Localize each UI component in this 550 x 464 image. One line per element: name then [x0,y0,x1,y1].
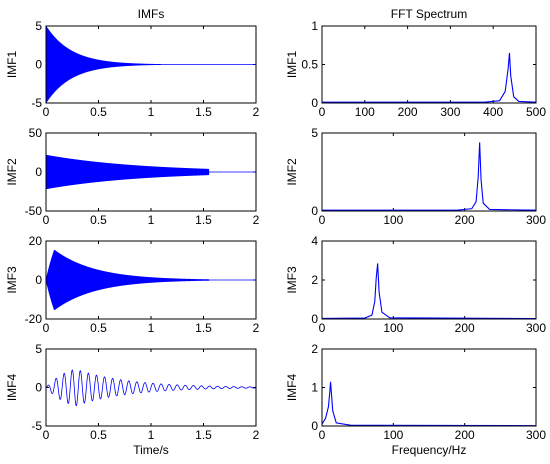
x-tick-label: 2 [253,105,260,119]
y-axis-label: IMF2 [5,158,19,186]
y-tick-label: 2 [311,273,318,287]
y-tick-label: 0 [311,204,318,218]
x-tick-label: 0.5 [90,428,107,442]
x-tick-label: 0 [319,213,326,227]
imf2-spectrum-panel: 0 100 200 300 0 5 IMF2 [285,126,546,227]
y-tick-label: 50 [29,126,43,140]
x-tick-label: 400 [483,105,503,119]
x-tick-label: 200 [455,428,475,442]
y-axis-label: IMF2 [285,158,299,186]
x-tick-label: 1 [148,321,155,335]
x-tick-label: 1.5 [195,321,212,335]
y-tick-label: 0 [35,273,42,287]
y-tick-label: -50 [25,204,43,218]
x-axis-label: Frequency/Hz [392,443,467,457]
y-tick-label: 0 [35,58,42,72]
y-tick-label: 4 [311,234,318,248]
axes-frame [45,132,257,212]
y-axis-label: IMF3 [285,266,299,294]
imf4-spectrum-panel: 0 100 200 300 0 1 2 IMF4 Frequency/Hz [285,342,546,457]
x-tick-label: 0.5 [90,105,107,119]
x-tick-label: 2 [253,213,260,227]
imf1-signal-series-line [45,25,256,103]
y-tick-label: 0 [311,312,318,326]
x-tick-label: 0 [319,321,326,335]
axes-frame [45,348,257,427]
x-tick-label: 0 [43,105,50,119]
x-tick-label: 300 [526,213,546,227]
x-tick-label: 300 [526,428,546,442]
x-tick-label: 200 [398,105,418,119]
x-tick-label: 300 [440,105,460,119]
y-tick-label: 5 [35,342,42,356]
axes-frame [45,240,257,320]
x-tick-label: 1 [148,213,155,227]
y-axis-label: IMF3 [5,266,19,294]
x-tick-label: 0 [319,428,326,442]
x-tick-label: 1.5 [195,105,212,119]
x-tick-label: 200 [455,321,475,335]
x-tick-label: 1 [148,105,155,119]
y-tick-label: 5 [311,126,318,140]
panel-title: FFT Spectrum [391,7,467,21]
y-tick-label: 20 [29,234,43,248]
x-axis-label: Time/s [133,443,169,457]
axes-frame [321,25,537,104]
x-tick-label: 200 [455,213,475,227]
x-tick-label: 0 [43,321,50,335]
imf4-signal-series-line [45,369,257,407]
x-tick-label: 1.5 [195,213,212,227]
panel-title: IMFs [138,7,165,21]
x-tick-label: 0.5 [90,321,107,335]
imf2-spectrum-series-line [322,142,537,211]
x-tick-label: 0 [43,213,50,227]
x-tick-label: 100 [383,428,403,442]
y-tick-label: 0 [35,381,42,395]
x-tick-label: 1 [148,428,155,442]
axes-frame [45,25,257,104]
x-tick-label: 2 [253,428,260,442]
y-tick-label: -5 [31,419,42,433]
x-tick-label: 100 [383,321,403,335]
x-tick-label: 0 [43,428,50,442]
y-tick-label: 1 [311,19,318,33]
y-axis-label: IMF4 [285,374,299,402]
y-axis-label: IMF1 [285,51,299,79]
x-tick-label: 300 [526,321,546,335]
y-tick-label: 0 [311,419,318,433]
y-tick-label: -20 [25,312,43,326]
axes-frame [321,348,537,427]
imf3-signal-series-line [45,249,256,311]
axes-frame [321,240,537,320]
y-axis-label: IMF4 [5,374,19,402]
x-tick-label: 500 [526,105,546,119]
y-tick-label: 5 [35,19,42,33]
y-axis-label: IMF1 [5,51,19,79]
imf2-signal-series-line [45,154,256,190]
axes-frame [321,132,537,212]
y-tick-label: -5 [31,96,42,110]
y-tick-label: 1 [311,381,318,395]
x-tick-label: 0.5 [90,213,107,227]
y-tick-label: 2 [311,342,318,356]
x-tick-label: 2 [253,321,260,335]
x-tick-label: 100 [383,213,403,227]
x-tick-label: 1.5 [195,428,212,442]
y-tick-label: 0 [35,165,42,179]
imf1-spectrum-panel: 0 100 200 300 400 500 0 0.5 1 IMF1 FFT Spectrum [285,7,546,119]
y-tick-label: 0.5 [301,58,318,72]
imf3-spectrum-series-line [321,263,537,320]
x-tick-label: 0 [319,105,326,119]
y-tick-label: 0 [311,96,318,110]
imf1-spectrum-series-line [322,52,537,103]
x-tick-label: 100 [355,105,375,119]
imf4-spectrum-series-line [321,381,537,427]
imf3-spectrum-panel: 0 100 200 300 0 2 4 IMF3 [285,234,546,335]
